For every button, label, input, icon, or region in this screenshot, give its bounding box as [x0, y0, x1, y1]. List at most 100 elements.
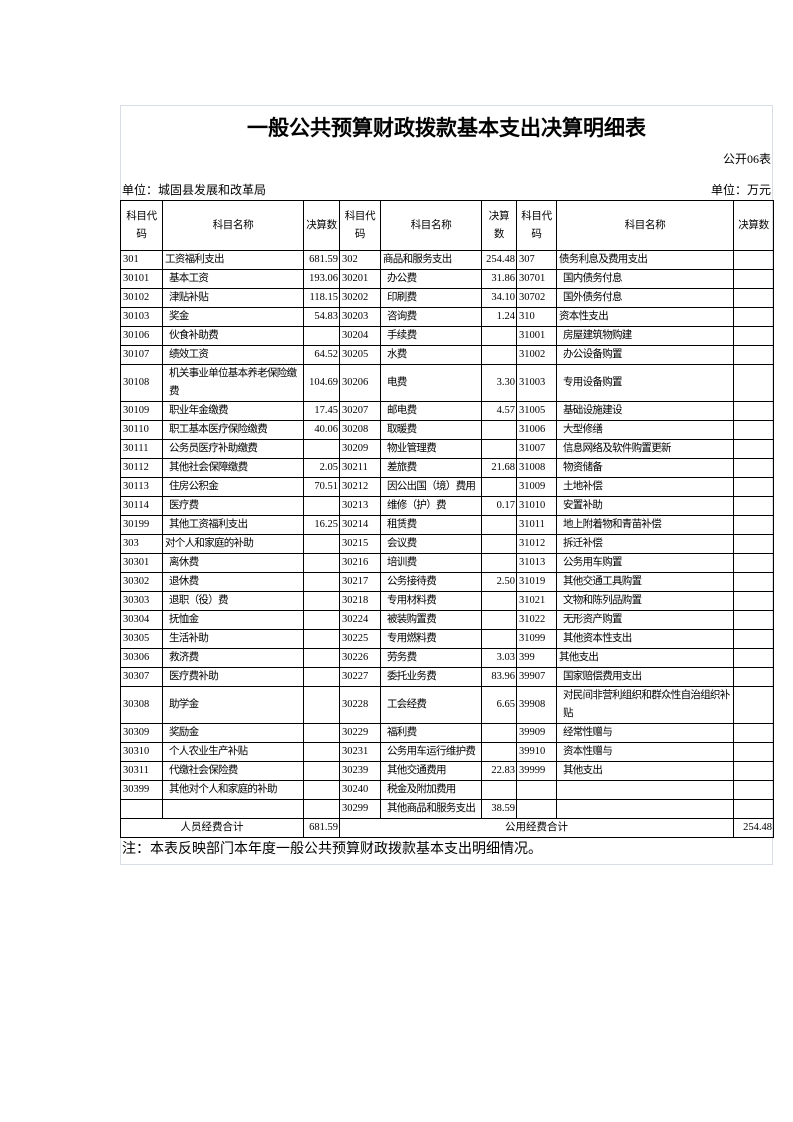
subject-code: 31011	[516, 515, 557, 535]
amount	[733, 401, 774, 421]
amount	[733, 269, 774, 289]
subject-name: 津贴补贴	[162, 288, 304, 308]
subject-code: 30101	[120, 269, 163, 289]
subject-name: 离休费	[162, 553, 304, 573]
subject-name: 资本性赠与	[556, 742, 734, 762]
amount	[481, 345, 517, 365]
subject-code: 30199	[120, 515, 163, 535]
subject-name: 经常性赠与	[556, 723, 734, 743]
amount	[303, 629, 340, 649]
amount	[481, 326, 517, 346]
public-total-value: 254.48	[733, 818, 774, 838]
header-cell: 科目名称	[162, 200, 304, 251]
subject-code: 30240	[339, 780, 381, 800]
subject-code: 30225	[339, 629, 381, 649]
subject-name: 其他资本性支出	[556, 629, 734, 649]
subject-name: 基础设施建设	[556, 401, 734, 421]
amount	[733, 458, 774, 478]
amount: 6.65	[481, 686, 517, 724]
table-row: 30199 其他工资福利支出 16.25 30214 租赁费 31011 地上附着物和青苗补…	[120, 515, 774, 535]
header-cell: 科目代码	[339, 200, 381, 251]
subject-name: 对民间非营利组织和群众性自治组织补贴	[556, 686, 734, 724]
subject-code: 30204	[339, 326, 381, 346]
table-row: 30112 其他社会保障缴费 2.05 30211 差旅费 21.68 31008 物资储备	[120, 458, 774, 478]
amount: 4.57	[481, 401, 517, 421]
subject-name: 奖励金	[162, 723, 304, 743]
subject-code: 30306	[120, 648, 163, 668]
subject-code: 30213	[339, 496, 381, 516]
subject-code: 303	[120, 534, 163, 554]
amount	[733, 610, 774, 630]
subject-code: 399	[516, 648, 557, 668]
subject-code: 30110	[120, 420, 163, 440]
subject-code: 31006	[516, 420, 557, 440]
table-row: 30301 离休费 30216 培训费 31013 公务用车购置	[120, 553, 774, 573]
subject-name: 专用材料费	[380, 591, 482, 611]
subject-code: 30102	[120, 288, 163, 308]
subject-code: 30310	[120, 742, 163, 762]
subject-code: 30208	[339, 420, 381, 440]
subject-code: 30239	[339, 761, 381, 781]
amount	[481, 742, 517, 762]
subject-name: 电费	[380, 364, 482, 402]
amount	[733, 364, 774, 402]
subject-code: 31002	[516, 345, 557, 365]
subject-code: 30207	[339, 401, 381, 421]
subject-code: 30202	[339, 288, 381, 308]
amount: 0.17	[481, 496, 517, 516]
totals-row: 人员经费合计 681.59 公用经费合计 254.48	[120, 818, 774, 838]
amount	[481, 780, 517, 800]
subject-name: 职工基本医疗保险缴费	[162, 420, 304, 440]
amount	[481, 439, 517, 459]
table-row: 30113 住房公积金 70.51 30212 因公出国（境）费用 31009 土地补偿	[120, 477, 774, 497]
table-row: 30114 医疗费 30213 维修（护）费 0.17 31010 安置补助	[120, 496, 774, 516]
subject-name: 土地补偿	[556, 477, 734, 497]
subject-code: 30214	[339, 515, 381, 535]
amount	[733, 534, 774, 554]
subject-name: 物资储备	[556, 458, 734, 478]
table-row: 30299 其他商品和服务支出 38.59	[120, 799, 774, 819]
subject-name: 工资福利支出	[162, 250, 304, 270]
subject-code: 30216	[339, 553, 381, 573]
subject-code: 31099	[516, 629, 557, 649]
subject-code: 30111	[120, 439, 163, 459]
amount	[303, 496, 340, 516]
subject-name: 其他对个人和家庭的补助	[162, 780, 304, 800]
subject-code: 30112	[120, 458, 163, 478]
amount	[303, 686, 340, 724]
personnel-total-label: 人员经费合计	[120, 818, 304, 838]
subject-name: 工会经费	[380, 686, 482, 724]
amount: 54.83	[303, 307, 340, 327]
subject-name: 商品和服务支出	[380, 250, 482, 270]
subject-name: 大型修缮	[556, 420, 734, 440]
subject-code: 39910	[516, 742, 557, 762]
amount	[733, 345, 774, 365]
table-row: 30110 职工基本医疗保险缴费 40.06 30208 取暖费 31006 大型修缮	[120, 420, 774, 440]
table-row: 30310 个人农业生产补贴 30231 公务用车运行维护费 39910 资本性赠与	[120, 742, 774, 762]
subject-name: 办公设备购置	[556, 345, 734, 365]
table-row: 30311 代缴社会保险费 30239 其他交通费用 22.83 39999 其他支出	[120, 761, 774, 781]
subject-name: 其他社会保障缴费	[162, 458, 304, 478]
subject-code: 310	[516, 307, 557, 327]
amount: 64.52	[303, 345, 340, 365]
header-cell: 科目代码	[516, 200, 557, 251]
amount	[481, 723, 517, 743]
amount: 104.69	[303, 364, 340, 402]
subject-name: 其他交通费用	[380, 761, 482, 781]
table-row: 30109 职业年金缴费 17.45 30207 邮电费 4.57 31005 基础设施建设	[120, 401, 774, 421]
subject-code: 31001	[516, 326, 557, 346]
subject-code: 30114	[120, 496, 163, 516]
amount	[733, 761, 774, 781]
subject-code: 30399	[120, 780, 163, 800]
subject-code: 30203	[339, 307, 381, 327]
subject-code: 30229	[339, 723, 381, 743]
table-row: 30111 公务员医疗补助缴费 30209 物业管理费 31007 信息网络及软件购置更新	[120, 439, 774, 459]
amount	[303, 534, 340, 554]
amount	[303, 742, 340, 762]
public-total-label: 公用经费合计	[339, 818, 734, 838]
table-row: 30306 救济费 30226 劳务费 3.03 399 其他支出	[120, 648, 774, 668]
subject-code: 31005	[516, 401, 557, 421]
amount	[303, 799, 340, 819]
subject-name: 因公出国（境）费用	[380, 477, 482, 497]
amount: 118.15	[303, 288, 340, 308]
